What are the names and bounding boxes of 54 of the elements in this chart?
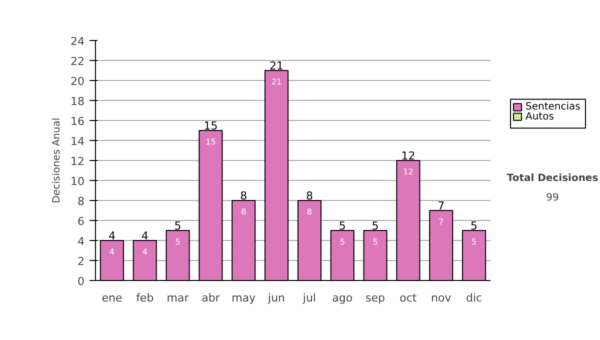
total-label: 15 (204, 120, 218, 132)
x-tick-label: feb (136, 292, 154, 304)
x-tick-label: abr (202, 292, 220, 304)
y-tick-label: 12 (70, 155, 85, 168)
x-tick-label: jun (267, 292, 286, 304)
data-label: 5 (471, 238, 477, 246)
data-label: 4 (142, 248, 148, 256)
legend-label: Sentencias (526, 102, 580, 113)
total-label: 5 (338, 220, 346, 232)
x-tick-label: may (232, 292, 256, 304)
total-label: 12 (401, 150, 416, 162)
text: 99 (546, 192, 559, 204)
total-label: 5 (470, 220, 478, 232)
x-tick-label: sep (366, 292, 386, 304)
y-tick-label: 2 (78, 255, 84, 268)
y-tick-label: 16 (70, 115, 85, 128)
data-label: 8 (241, 208, 246, 216)
x-tick-label: oct (400, 292, 418, 304)
y-tick-label: 0 (78, 275, 84, 288)
x-tick-label: mar (166, 292, 190, 304)
total-label: 8 (240, 190, 248, 202)
x-tick-label: dic (466, 292, 482, 304)
data-label: 4 (109, 248, 115, 256)
total-label: 8 (306, 190, 313, 202)
data-label: 15 (206, 138, 216, 146)
data-label: 8 (306, 208, 312, 216)
total-label: 7 (438, 200, 445, 212)
total-label: 5 (174, 220, 182, 232)
data-label: 21 (271, 78, 282, 86)
data-label: 5 (175, 238, 180, 246)
x-tick-label: ago (332, 292, 353, 304)
x-tick-label: nov (431, 292, 452, 304)
x-tick-label: ene (102, 292, 122, 304)
total-label: 4 (141, 230, 148, 242)
data-label: 5 (340, 238, 345, 246)
y-tick-label: 6 (78, 215, 84, 228)
y-tick-label: 10 (70, 175, 85, 188)
y-tick-label: 22 (70, 55, 85, 68)
y-tick-label: 4 (78, 235, 84, 248)
y-tick-label: 14 (70, 135, 85, 148)
data-label: 12 (403, 168, 414, 176)
total-label: 4 (108, 230, 116, 242)
x-tick-label: jul (302, 292, 316, 304)
y-tick-label: 8 (78, 195, 84, 208)
total-label: 21 (270, 60, 284, 72)
y-tick-label: 24 (70, 35, 85, 48)
y-tick-label: 20 (70, 75, 85, 88)
data-label: 7 (438, 218, 444, 226)
total-label: 5 (372, 220, 379, 232)
data-label: 5 (372, 238, 378, 246)
legend-label: Autos (526, 111, 554, 122)
y-tick-label: 18 (70, 95, 85, 108)
text: Total Decisiones (506, 173, 598, 184)
y-axis-title: Decisiones Anual (52, 118, 63, 204)
